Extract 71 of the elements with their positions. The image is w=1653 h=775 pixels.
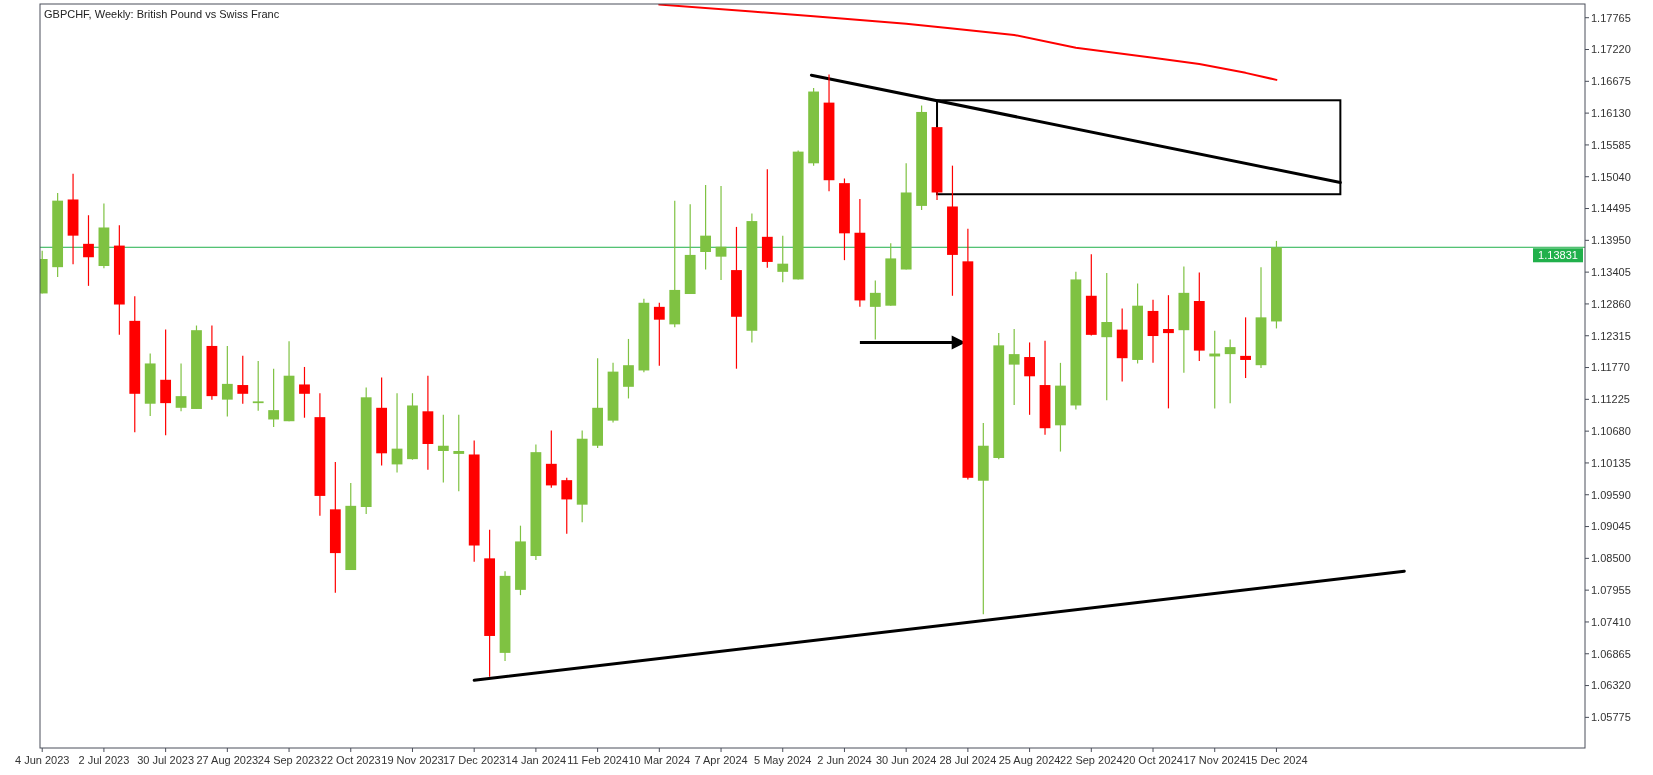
- y-tick-label: 1.05775: [1591, 711, 1631, 724]
- y-tick-label: 1.11225: [1591, 393, 1630, 406]
- y-tick-label: 1.06320: [1591, 679, 1631, 692]
- candlestick: [1101, 272, 1113, 401]
- candlestick: [1224, 338, 1236, 404]
- candlestick: [545, 429, 557, 489]
- x-tick-label: 24 Sep 2023: [257, 754, 321, 766]
- x-tick-label: 17 Dec 2023: [442, 754, 506, 766]
- x-tick-label: 22 Oct 2023: [320, 754, 381, 766]
- y-tick-label: 1.06865: [1591, 647, 1631, 660]
- chart-title: GBPCHF, Weekly: British Pound vs Swiss Franc: [44, 8, 280, 20]
- ref-line-label: 1.13831: [1538, 249, 1578, 262]
- candlestick: [777, 235, 789, 283]
- candlestick: [160, 329, 172, 436]
- line-series: [658, 4, 1278, 81]
- x-tick-label: 7 Apr 2024: [694, 754, 748, 766]
- y-tick-label: 1.07955: [1591, 584, 1631, 597]
- candlestick: [83, 214, 94, 287]
- x-tick-label: 15 Dec 2024: [1245, 754, 1308, 766]
- y-tick-label: 1.10135: [1591, 456, 1631, 469]
- y-tick-label: 1.15040: [1591, 170, 1631, 183]
- candlestick: [715, 185, 727, 281]
- candlestick: [1163, 294, 1174, 409]
- candlestick: [653, 302, 665, 367]
- y-tick-label: 1.07410: [1591, 615, 1631, 628]
- candlestick: [700, 184, 712, 271]
- x-tick-label: 5 May 2024: [754, 754, 812, 766]
- x-tick-label: 10 Mar 2024: [628, 754, 691, 766]
- x-tick-label: 17 Nov 2024: [1183, 754, 1246, 766]
- x-tick-label: 2 Jul 2023: [78, 754, 130, 766]
- candlestick: [437, 414, 449, 484]
- x-tick-label: 25 Aug 2024: [998, 754, 1061, 766]
- x-tick-label: 30 Jun 2024: [875, 754, 937, 766]
- x-tick-label: 11 Feb 2024: [567, 754, 629, 766]
- x-tick-label: 22 Sep 2024: [1060, 754, 1123, 766]
- y-tick-label: 1.09045: [1591, 520, 1631, 533]
- y-tick-label: 1.08500: [1591, 552, 1631, 565]
- x-tick-label: 27 Aug 2023: [196, 754, 259, 766]
- candlestick: [869, 279, 881, 341]
- candlestick: [175, 362, 187, 412]
- y-tick-label: 1.14495: [1591, 202, 1631, 215]
- candlestick: [299, 366, 310, 419]
- candlestick: [1240, 316, 1251, 379]
- candlestick: [1008, 328, 1020, 406]
- y-tick-label: 1.17220: [1591, 43, 1631, 56]
- candlestick: [237, 355, 249, 405]
- x-tick-label: 4 Jun 2023: [14, 754, 70, 766]
- candlestick: [268, 368, 280, 428]
- y-tick-label: 1.16130: [1591, 106, 1631, 119]
- y-tick-label: 1.11770: [1591, 361, 1630, 374]
- candlestick: [1024, 341, 1035, 416]
- y-tick-label: 1.10680: [1591, 424, 1631, 437]
- x-tick-label: 2 Jun 2024: [817, 754, 872, 766]
- candlestick: [623, 338, 634, 400]
- y-tick-label: 1.15585: [1591, 138, 1631, 151]
- y-tick-label: 1.09590: [1591, 488, 1631, 501]
- y-tick-label: 1.17765: [1591, 11, 1631, 24]
- candlestick: [221, 345, 233, 418]
- candlestick: [252, 360, 264, 412]
- x-tick-label: 30 Jul 2023: [137, 754, 195, 766]
- y-tick-label: 1.13950: [1591, 234, 1631, 247]
- candlestick: [561, 477, 573, 535]
- x-tick-label: 28 Jul 2024: [939, 754, 997, 766]
- y-tick-label: 1.12315: [1591, 329, 1631, 342]
- candlestick: [453, 414, 465, 492]
- y-tick-label: 1.13405: [1591, 265, 1631, 278]
- x-tick-label: 14 Jan 2024: [505, 754, 567, 766]
- x-tick-label: 19 Nov 2023: [381, 754, 444, 766]
- y-tick-label: 1.16675: [1591, 75, 1631, 88]
- y-tick-label: 1.12860: [1591, 297, 1631, 310]
- x-tick-label: 20 Oct 2024: [1123, 754, 1183, 766]
